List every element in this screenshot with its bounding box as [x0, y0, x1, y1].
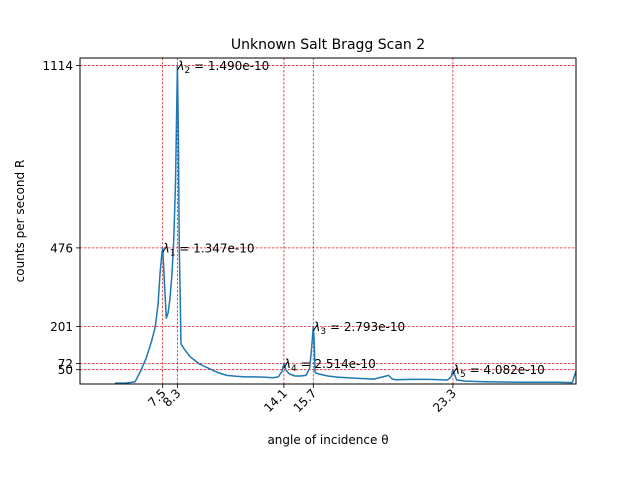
y-tick-label: 1114	[42, 59, 73, 73]
y-tick-label: 201	[50, 320, 73, 334]
peak-label: λ1 = 1.347e-10	[162, 241, 255, 258]
peak-label: λ4 = 2.514e-10	[283, 357, 376, 374]
y-axis-label: counts per second R	[13, 160, 27, 283]
x-axis-label: angle of incidence θ	[267, 433, 388, 447]
peak-guide-lines	[80, 58, 576, 384]
peak-labels: λ1 = 1.347e-10 λ2 = 1.490e-10 λ3 = 2.793e-…	[162, 59, 545, 380]
x-axis-ticks: 7.58.3 14.1 15.7 23.3	[145, 384, 459, 415]
y-tick-label: 50	[58, 363, 73, 377]
x-tick-label: 23.3	[430, 386, 459, 415]
series-line	[114, 64, 577, 384]
x-tick-label: 15.7	[291, 386, 320, 415]
plot-frame	[79, 57, 577, 385]
x-tick-label: 8.3	[160, 386, 183, 409]
chart-title: Unknown Salt Bragg Scan 2	[231, 37, 425, 53]
peak-label: λ5 = 4.082e-10	[452, 363, 545, 380]
peak-label: λ3 = 2.793e-10	[312, 320, 405, 337]
peak-label: λ2 = 1.490e-10	[176, 59, 269, 76]
y-tick-label: 476	[50, 241, 73, 255]
y-tick-label: 72	[58, 357, 73, 371]
x-tick-label: 14.1	[261, 386, 290, 415]
